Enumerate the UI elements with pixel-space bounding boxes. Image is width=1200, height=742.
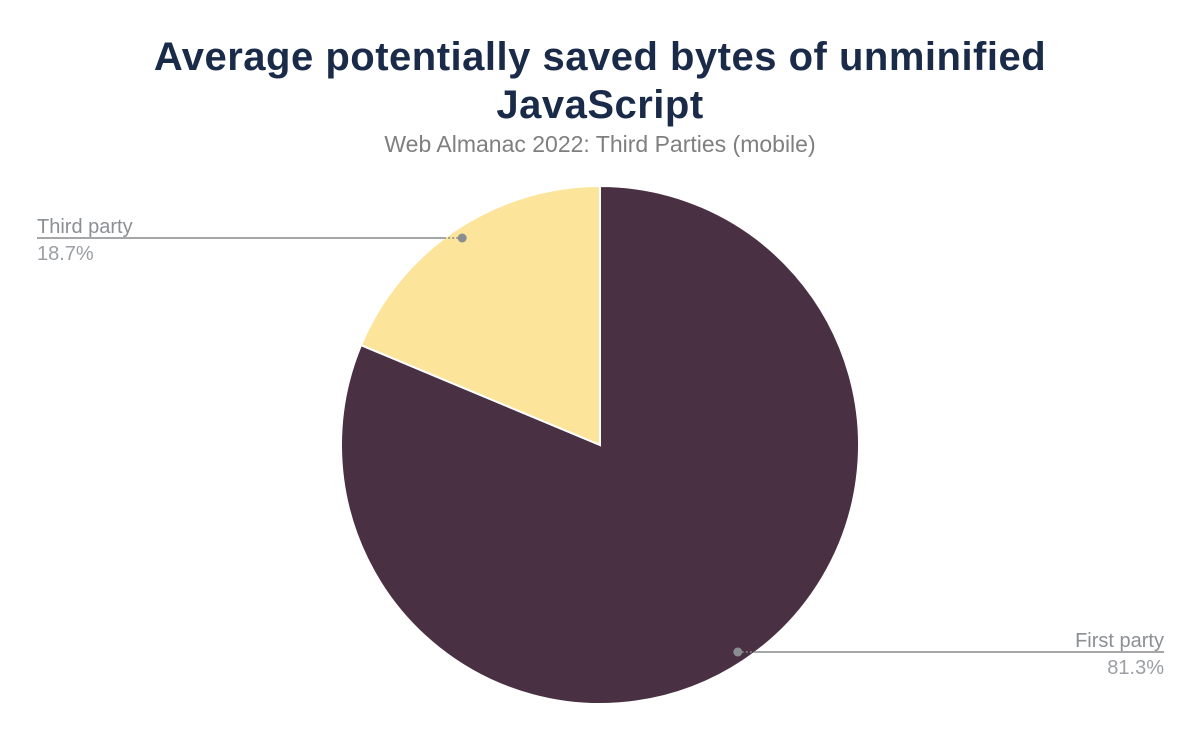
chart-title: Average potentially saved bytes of unmin… (0, 33, 1200, 129)
chart-subtitle: Web Almanac 2022: Third Parties (mobile) (384, 131, 816, 157)
slice-label-name: First party (1075, 630, 1164, 652)
slice-label-percent: 81.3% (1107, 657, 1164, 679)
slice-label-percent: 18.7% (37, 243, 94, 265)
slice-label-name: Third party (37, 216, 133, 238)
slice-label-third-party: Third party 18.7% (37, 216, 133, 265)
chart-title-text: Average potentially saved bytes of unmin… (153, 35, 1047, 127)
slice-label-first-party: First party 81.3% (1075, 630, 1164, 679)
leader-dot (457, 233, 467, 243)
pie-slice-third-party[interactable] (359, 184, 601, 447)
leader-dot (733, 647, 743, 657)
leader-lines (37, 233, 1164, 657)
pie-slices (340, 184, 860, 705)
